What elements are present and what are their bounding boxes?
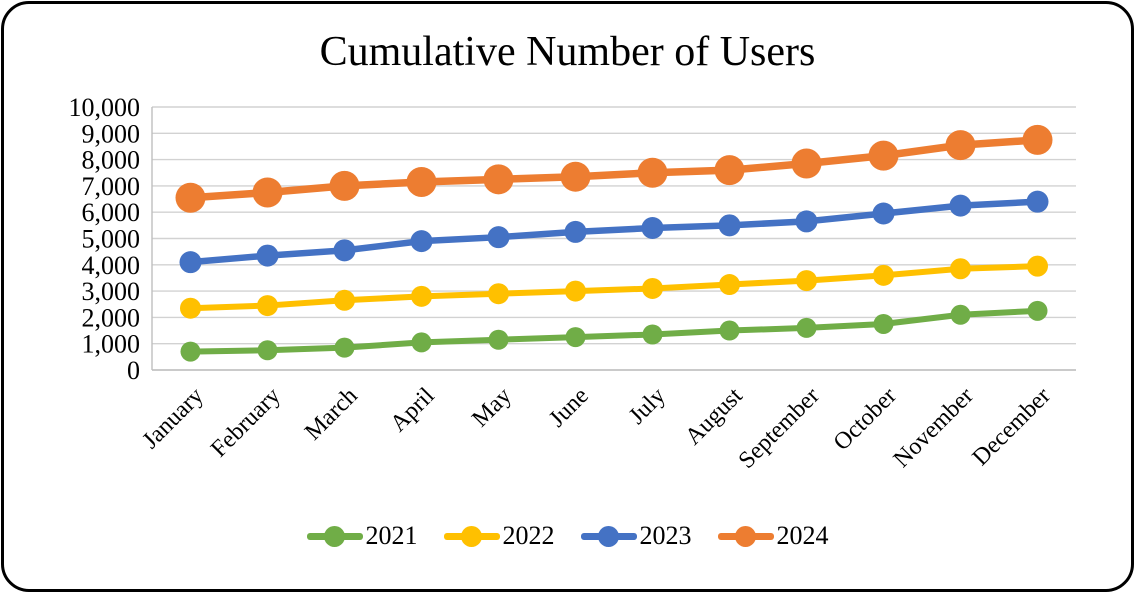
- x-category-label: January: [138, 383, 209, 454]
- x-category-label: October: [829, 383, 902, 456]
- series-2024-marker: [868, 140, 899, 171]
- series-2021-marker: [334, 337, 355, 358]
- series-2024-marker: [945, 130, 976, 161]
- series-2024-line: [186, 136, 1042, 202]
- series-2021-line: [187, 307, 1041, 355]
- x-category-label: December: [968, 383, 1056, 471]
- legend-label-2022: 2022: [502, 521, 555, 550]
- series-2021-marker: [565, 327, 586, 348]
- x-category-label: April: [386, 383, 440, 437]
- series-2022-marker: [796, 270, 817, 292]
- series-2024-marker: [483, 164, 514, 195]
- legend-marker-2022-icon: [443, 525, 500, 547]
- series-2022-marker: [873, 264, 894, 286]
- series-2022-marker: [334, 289, 355, 311]
- series-2021-marker: [950, 304, 971, 325]
- legend-dot-2024-icon: [734, 525, 756, 547]
- y-tick-label: 3,000: [82, 277, 141, 306]
- chart-legend: 2021 2022 2023 2024: [4, 510, 1131, 562]
- series-2023-marker: [641, 216, 664, 239]
- series-2023-marker: [487, 226, 510, 249]
- series-2022-line: [187, 263, 1041, 312]
- legend-item-2021: 2021: [306, 521, 418, 550]
- series-2023-marker: [410, 230, 433, 253]
- x-category-label: September: [734, 383, 825, 474]
- legend-label-2023: 2023: [639, 521, 692, 550]
- series-2024-marker: [560, 161, 591, 192]
- series-2022-marker: [411, 285, 432, 307]
- series-2022-marker: [565, 280, 586, 302]
- series-2022-marker: [642, 277, 663, 299]
- series-2023-marker: [872, 202, 895, 225]
- series-2023-marker: [949, 194, 972, 217]
- x-category-label: June: [544, 383, 593, 432]
- x-category-label: August: [680, 383, 748, 451]
- series-2024-marker: [252, 177, 283, 208]
- legend-item-2022: 2022: [443, 521, 555, 550]
- legend-label-2021: 2021: [365, 521, 418, 550]
- y-tick-label: 8,000: [82, 146, 141, 175]
- series-2021-marker: [719, 320, 740, 341]
- series-2023-line: [187, 198, 1041, 266]
- x-category-label: May: [467, 383, 516, 432]
- series-2024-marker: [1022, 124, 1053, 155]
- legend-dot-2022-icon: [460, 525, 482, 547]
- legend-marker-2024-icon: [717, 525, 774, 547]
- series-2023-marker: [718, 214, 741, 237]
- x-category-label: February: [206, 383, 286, 463]
- y-tick-label: 2,000: [82, 303, 141, 332]
- series-2021-marker: [642, 324, 663, 345]
- series-2024-marker: [791, 148, 822, 179]
- series-2022-marker: [180, 297, 201, 319]
- series-2024-marker: [175, 182, 206, 213]
- series-2021-marker: [488, 329, 509, 350]
- series-2021-marker: [180, 341, 201, 362]
- series-2021-marker: [873, 313, 894, 334]
- y-tick-label: 4,000: [82, 251, 141, 280]
- y-tick-label: 5,000: [82, 225, 141, 254]
- series-2021-marker: [1027, 300, 1048, 321]
- series-2023-marker: [795, 210, 818, 233]
- legend-item-2024: 2024: [717, 521, 829, 550]
- y-tick-label: 7,000: [82, 172, 141, 201]
- series-2023-marker: [333, 239, 356, 262]
- x-category-label: November: [889, 383, 979, 473]
- y-tick-label: 1,000: [82, 330, 141, 359]
- series-2024-marker: [714, 155, 745, 186]
- y-tick-label: 10,000: [69, 93, 141, 122]
- series-2022-marker: [1027, 255, 1048, 277]
- series-2023-marker: [179, 251, 202, 274]
- series-2021-marker: [411, 332, 432, 353]
- series-2022-marker: [719, 274, 740, 296]
- series-2024-marker: [637, 157, 668, 188]
- series-2024-marker: [406, 166, 437, 197]
- series-2022-marker: [488, 283, 509, 305]
- x-category-label: July: [624, 383, 671, 430]
- y-tick-label: 6,000: [82, 198, 141, 227]
- series-2022-marker: [257, 295, 278, 317]
- series-2023-marker: [1026, 190, 1049, 213]
- legend-label-2024: 2024: [776, 521, 829, 550]
- legend-marker-2021-icon: [306, 525, 363, 547]
- legend-marker-2023-icon: [580, 525, 637, 547]
- series-2021-marker: [257, 340, 278, 361]
- legend-dot-2021-icon: [323, 525, 345, 547]
- chart-title: Cumulative Number of Users: [319, 29, 816, 75]
- x-category-label: March: [300, 383, 363, 446]
- series-2021-marker: [796, 317, 817, 338]
- series-2022-marker: [950, 258, 971, 280]
- series-2024-marker: [329, 170, 360, 201]
- legend-item-2023: 2023: [580, 521, 692, 550]
- chart-plot-area: 01,0002,0003,0004,0005,0006,0007,0008,00…: [69, 93, 1076, 474]
- series-2023-marker: [256, 244, 279, 267]
- y-tick-label: 0: [127, 356, 140, 385]
- legend-dot-2023-icon: [597, 525, 619, 547]
- series-2023-marker: [564, 220, 587, 243]
- y-tick-label: 9,000: [82, 119, 141, 148]
